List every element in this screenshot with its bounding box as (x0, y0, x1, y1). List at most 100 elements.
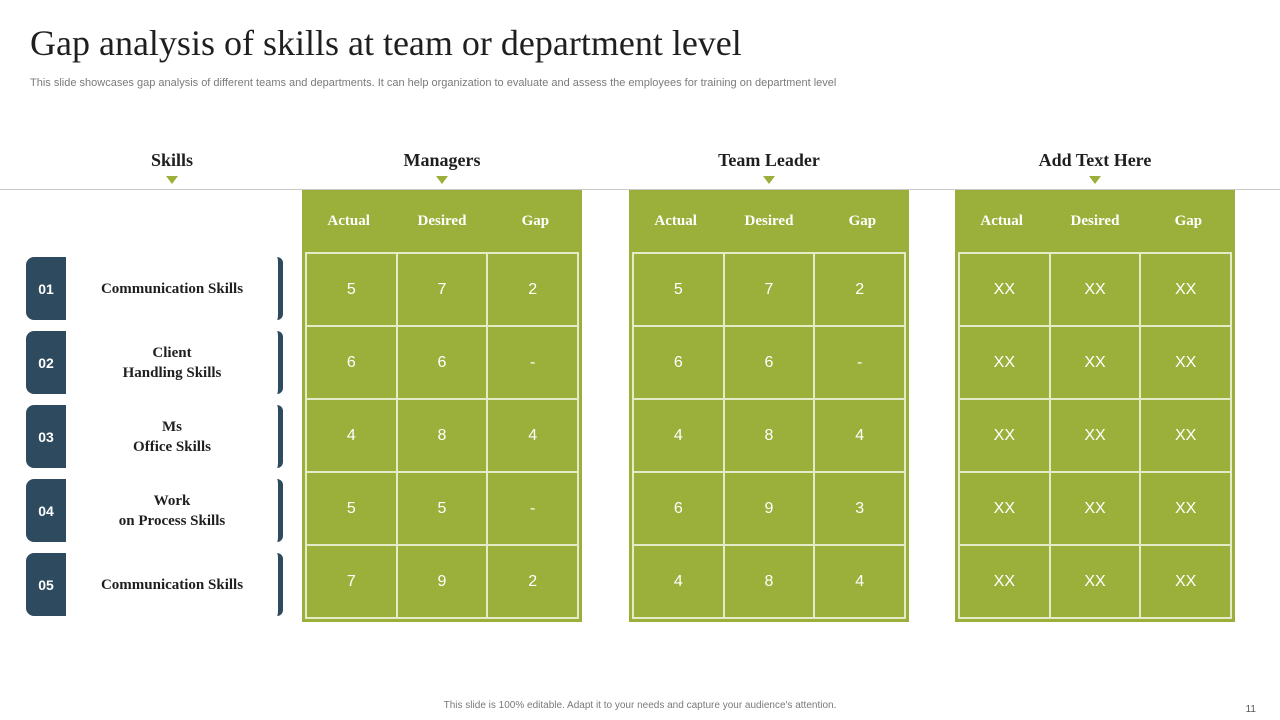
table-cell: 8 (396, 399, 488, 472)
page-number: 11 (1245, 704, 1256, 715)
table-cell: 4 (814, 545, 905, 618)
table-cell: 6 (633, 472, 724, 545)
table-cell: 5 (306, 253, 397, 326)
table-cell: 4 (633, 545, 724, 618)
skill-label: Ms Office Skills (133, 418, 211, 455)
table-cell: 5 (396, 472, 488, 545)
skill-number-badge: 02 (26, 331, 66, 394)
table-cell: XX (1049, 472, 1141, 545)
table-cell: 8 (723, 545, 815, 618)
gap-table-column-header: Gap (521, 212, 550, 229)
column-header-label: Add Text Here (1038, 150, 1152, 170)
table-cell: 8 (723, 399, 815, 472)
skill-row: 01 Communication Skills (26, 257, 283, 320)
gap-table-header: Actual Desired Gap (302, 190, 582, 252)
table-cell: 7 (306, 545, 397, 618)
table-cell: 4 (814, 399, 905, 472)
table-cell: 5 (306, 472, 397, 545)
skill-card: Communication Skills (66, 553, 283, 616)
skill-card: Work on Process Skills (66, 479, 283, 542)
skill-label: Communication Skills (100, 576, 244, 593)
table-cell: XX (1049, 399, 1141, 472)
table-cell: 6 (723, 326, 815, 399)
skill-number-badge: 01 (26, 257, 66, 320)
skill-label: Communication Skills (100, 280, 244, 297)
down-arrow-icon (763, 176, 775, 184)
table-cell: 9 (396, 545, 488, 618)
gap-table-column-header: Actual (327, 212, 370, 229)
table-cell: XX (1140, 472, 1231, 545)
skill-number-badge: 03 (26, 405, 66, 468)
table-cell: 6 (396, 326, 488, 399)
table-cell: 4 (633, 399, 724, 472)
table-cell: - (487, 472, 578, 545)
column-header-skills-label: Skills (150, 150, 194, 170)
skill-label: Client Handling Skills (122, 344, 222, 381)
table-cell: 9 (723, 472, 815, 545)
gap-table: Actual Desired Gap XX XX XX XX XX XX XX XX XX XX XX XX… (955, 190, 1235, 622)
table-cell: XX (959, 545, 1050, 618)
skill-number-badge: 05 (26, 553, 66, 616)
table-cell: 2 (487, 253, 578, 326)
gap-table-header: Actual Desired Gap (955, 190, 1235, 252)
table-cell: 7 (723, 253, 815, 326)
table-cell: XX (1049, 326, 1141, 399)
table-cell: XX (1140, 399, 1231, 472)
skill-row: 03 Ms Office Skills (26, 405, 283, 468)
gap-table: Actual Desired Gap 5 7 2 6 6-4 8 4 6 9 3 4 8 4 (629, 190, 909, 622)
table-cell: - (487, 326, 578, 399)
column-header-group: Managers (302, 150, 582, 184)
down-arrow-icon (436, 176, 448, 184)
gap-table: Actual Desired Gap 5 7 2 6 6-4 8 4 5 5-7 9 2 (302, 190, 582, 622)
gap-table-grid: XX XX XX XX XX XX XX XX XX XX XX XX XX XX XX (958, 252, 1232, 619)
gap-table-column-header: Actual (654, 212, 697, 229)
column-header-skills: Skills (32, 150, 312, 184)
skill-row: 05 Communication Skills (26, 553, 283, 616)
skill-card: Communication Skills (66, 257, 283, 320)
table-cell: XX (959, 326, 1050, 399)
column-header-group: Add Text Here (955, 150, 1235, 184)
table-cell: 5 (633, 253, 724, 326)
column-header-label: Managers (403, 150, 481, 170)
table-cell: 4 (487, 399, 578, 472)
skill-label: Work on Process Skills (118, 492, 226, 529)
gap-table-column-header: Gap (1174, 212, 1203, 229)
skill-row: 02 Client Handling Skills (26, 331, 283, 394)
table-cell: XX (1140, 253, 1231, 326)
table-cell: XX (1140, 326, 1231, 399)
table-cell: 6 (633, 326, 724, 399)
gap-table-column-header: Gap (848, 212, 877, 229)
table-cell: XX (1049, 253, 1141, 326)
table-cell: 6 (306, 326, 397, 399)
footer-note: This slide is 100% editable. Adapt it to… (443, 700, 837, 711)
table-cell: XX (959, 253, 1050, 326)
skill-card: Client Handling Skills (66, 331, 283, 394)
slide-title: Gap analysis of skills at team or depart… (30, 23, 742, 63)
skill-number-badge: 04 (26, 479, 66, 542)
gap-table-column-header: Desired (417, 212, 467, 229)
down-arrow-icon (1089, 176, 1101, 184)
slide-subtitle: This slide showcases gap analysis of dif… (30, 77, 837, 89)
gap-table-column-header: Actual (980, 212, 1023, 229)
column-header-group: Team Leader (629, 150, 909, 184)
column-header-label: Team Leader (718, 150, 820, 170)
gap-table-column-header: Desired (1070, 212, 1120, 229)
gap-table-header: Actual Desired Gap (629, 190, 909, 252)
skill-card: Ms Office Skills (66, 405, 283, 468)
skill-row: 04 Work on Process Skills (26, 479, 283, 542)
table-cell: 2 (814, 253, 905, 326)
down-arrow-icon (166, 176, 178, 184)
table-cell: XX (1140, 545, 1231, 618)
header-divider (0, 189, 1280, 190)
table-cell: XX (1049, 545, 1141, 618)
table-cell: 7 (396, 253, 488, 326)
table-cell: XX (959, 472, 1050, 545)
table-cell: 3 (814, 472, 905, 545)
table-cell: 4 (306, 399, 397, 472)
gap-table-column-header: Desired (744, 212, 794, 229)
table-cell: 2 (487, 545, 578, 618)
table-cell: - (814, 326, 905, 399)
table-cell: XX (959, 399, 1050, 472)
